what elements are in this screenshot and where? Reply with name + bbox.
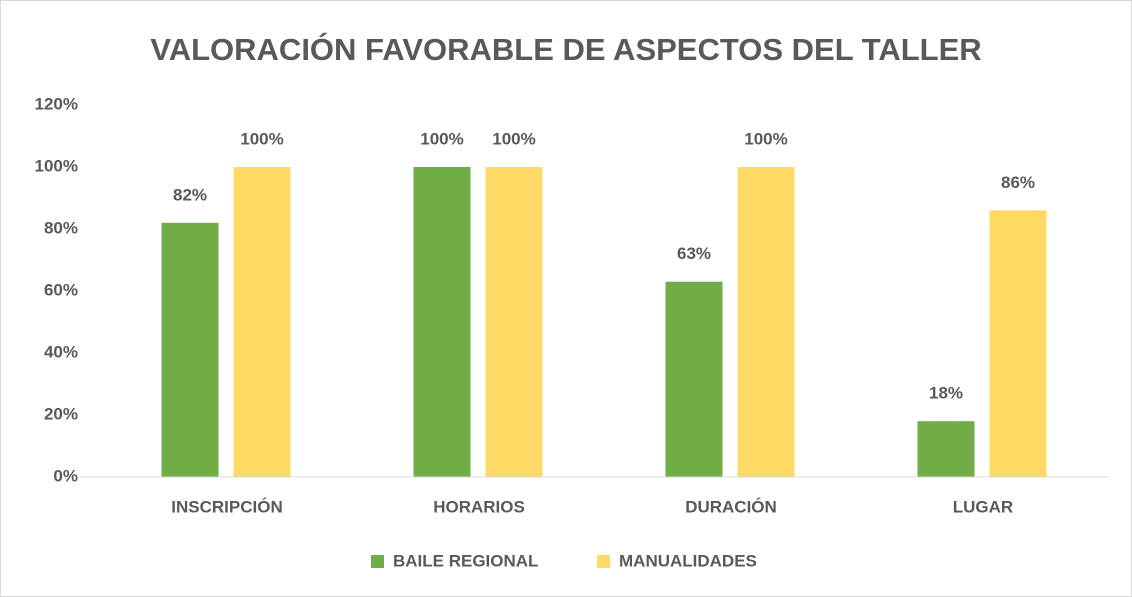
bar <box>161 222 219 477</box>
x-tick-label: DURACIÓN <box>685 497 777 516</box>
x-tick-label: HORARIOS <box>433 497 525 516</box>
legend-label: BAILE REGIONAL <box>393 551 538 570</box>
data-label: 18% <box>929 384 963 403</box>
y-tick-label: 80% <box>44 218 78 237</box>
bar <box>737 167 795 477</box>
bar <box>917 421 975 477</box>
bar <box>485 167 543 477</box>
data-label: 82% <box>173 185 207 204</box>
chart-title: VALORACIÓN FAVORABLE DE ASPECTOS DEL TAL… <box>150 31 981 67</box>
legend-swatch <box>371 555 384 568</box>
x-tick-label: LUGAR <box>953 497 1013 516</box>
y-tick-label: 20% <box>44 404 78 423</box>
data-label: 63% <box>677 244 711 263</box>
data-label: 100% <box>744 129 787 148</box>
y-tick-label: 0% <box>53 466 78 485</box>
bar <box>413 167 471 477</box>
data-label: 100% <box>420 129 463 148</box>
data-label: 86% <box>1001 173 1035 192</box>
legend-label: MANUALIDADES <box>619 551 757 570</box>
legend-swatch <box>597 555 610 568</box>
bar <box>665 281 723 477</box>
bar <box>989 210 1047 477</box>
y-tick-label: 120% <box>35 94 78 113</box>
y-tick-label: 40% <box>44 342 78 361</box>
y-tick-label: 100% <box>35 156 78 175</box>
bar <box>233 167 291 477</box>
data-label: 100% <box>492 129 535 148</box>
data-label: 100% <box>240 129 283 148</box>
y-tick-label: 60% <box>44 280 78 299</box>
x-tick-label: INSCRIPCIÓN <box>171 497 282 516</box>
